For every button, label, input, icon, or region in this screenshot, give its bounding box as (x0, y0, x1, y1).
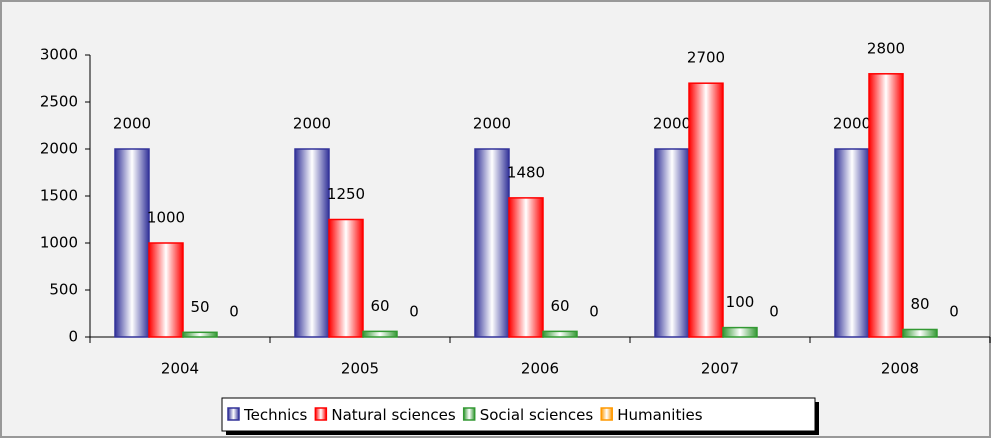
value-label: 0 (409, 303, 419, 321)
x-tick-label: 2004 (161, 360, 199, 378)
bar (542, 330, 578, 338)
legend-label: Natural sciences (331, 406, 456, 424)
value-label: 80 (910, 295, 929, 313)
bar (474, 148, 510, 338)
bar (294, 148, 330, 338)
value-label: 2000 (293, 115, 331, 133)
bar (508, 197, 544, 338)
bar (362, 330, 398, 338)
y-tick-label: 2000 (40, 140, 78, 158)
x-tick-label: 2006 (521, 360, 559, 378)
y-tick-label: 500 (49, 281, 78, 299)
value-label: 0 (949, 303, 959, 321)
x-tick-label: 2007 (701, 360, 739, 378)
legend-swatch (600, 407, 613, 421)
value-label: 1250 (327, 185, 365, 203)
value-label: 2800 (867, 39, 905, 57)
bar (902, 328, 938, 338)
y-tick-label: 0 (68, 328, 78, 346)
value-label: 60 (370, 297, 389, 315)
bar (722, 326, 758, 338)
legend-label: Technics (243, 406, 308, 424)
legend-label: Humanities (617, 406, 703, 424)
bar (868, 73, 904, 338)
value-label: 1480 (507, 163, 545, 181)
bar (328, 218, 364, 338)
y-tick-label: 1500 (40, 187, 78, 205)
y-tick-label: 3000 (40, 46, 78, 64)
value-label: 2000 (653, 115, 691, 133)
value-label: 50 (190, 298, 209, 316)
value-label: 0 (229, 303, 239, 321)
legend-swatch (462, 407, 476, 421)
legend-label: Social sciences (480, 406, 594, 424)
x-tick-label: 2005 (341, 360, 379, 378)
value-label: 2000 (833, 115, 871, 133)
bar (114, 148, 150, 338)
bar (834, 148, 870, 338)
bar (654, 148, 690, 338)
bar (148, 242, 184, 338)
legend-swatch (227, 407, 240, 421)
value-label: 100 (726, 293, 755, 311)
bar (688, 82, 724, 338)
value-label: 60 (550, 297, 569, 315)
y-tick-label: 2500 (40, 93, 78, 111)
y-tick-label: 1000 (40, 234, 78, 252)
value-label: 0 (589, 303, 599, 321)
value-label: 2000 (473, 115, 511, 133)
x-tick-label: 2008 (881, 360, 919, 378)
value-label: 2700 (687, 49, 725, 67)
legend-swatch (314, 407, 328, 421)
value-label: 2000 (113, 115, 151, 133)
value-label: 1000 (147, 209, 185, 227)
bar (182, 331, 218, 338)
value-label: 0 (769, 303, 779, 321)
